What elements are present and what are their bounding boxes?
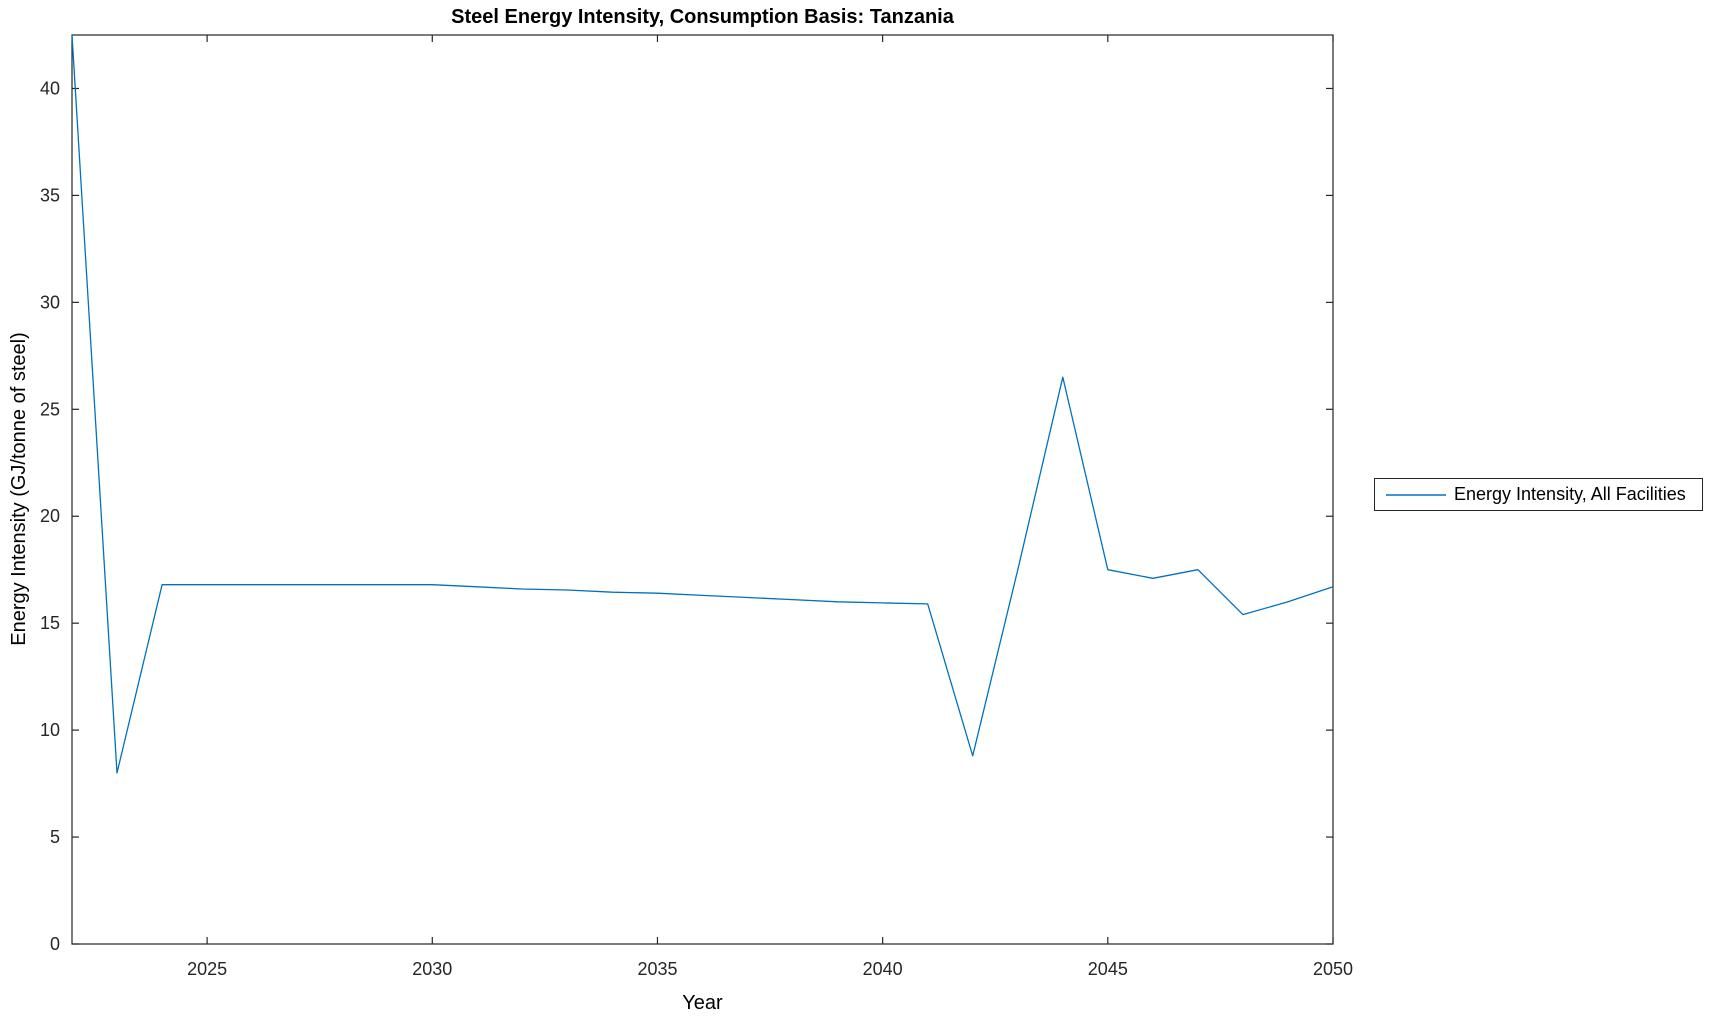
y-tick-label: 20: [40, 506, 60, 526]
y-tick-label: 25: [40, 399, 60, 419]
axes-box: [71, 34, 1334, 945]
y-tick-label: 10: [40, 720, 60, 740]
x-tick-label: 2045: [1088, 959, 1128, 979]
x-tick-label: 2030: [412, 959, 452, 979]
legend-line-sample-icon: [1386, 493, 1446, 496]
y-tick-label: 5: [50, 827, 60, 847]
y-tick-label: 35: [40, 185, 60, 205]
x-tick-label: 2040: [863, 959, 903, 979]
y-tick-label: 30: [40, 292, 60, 312]
x-tick-label: 2050: [1313, 959, 1353, 979]
x-tick-label: 2035: [637, 959, 677, 979]
x-tick-label: 2025: [187, 959, 227, 979]
legend: Energy Intensity, All Facilities: [1374, 478, 1703, 511]
chart-title: Steel Energy Intensity, Consumption Basi…: [451, 6, 954, 28]
x-axis-label: Year: [682, 992, 723, 1014]
y-tick-label: 40: [40, 78, 60, 98]
y-tick-label: 0: [50, 934, 60, 954]
series-line: [71, 34, 1334, 774]
y-tick-label: 15: [40, 613, 60, 633]
legend-entry-label: Energy Intensity, All Facilities: [1454, 484, 1686, 504]
